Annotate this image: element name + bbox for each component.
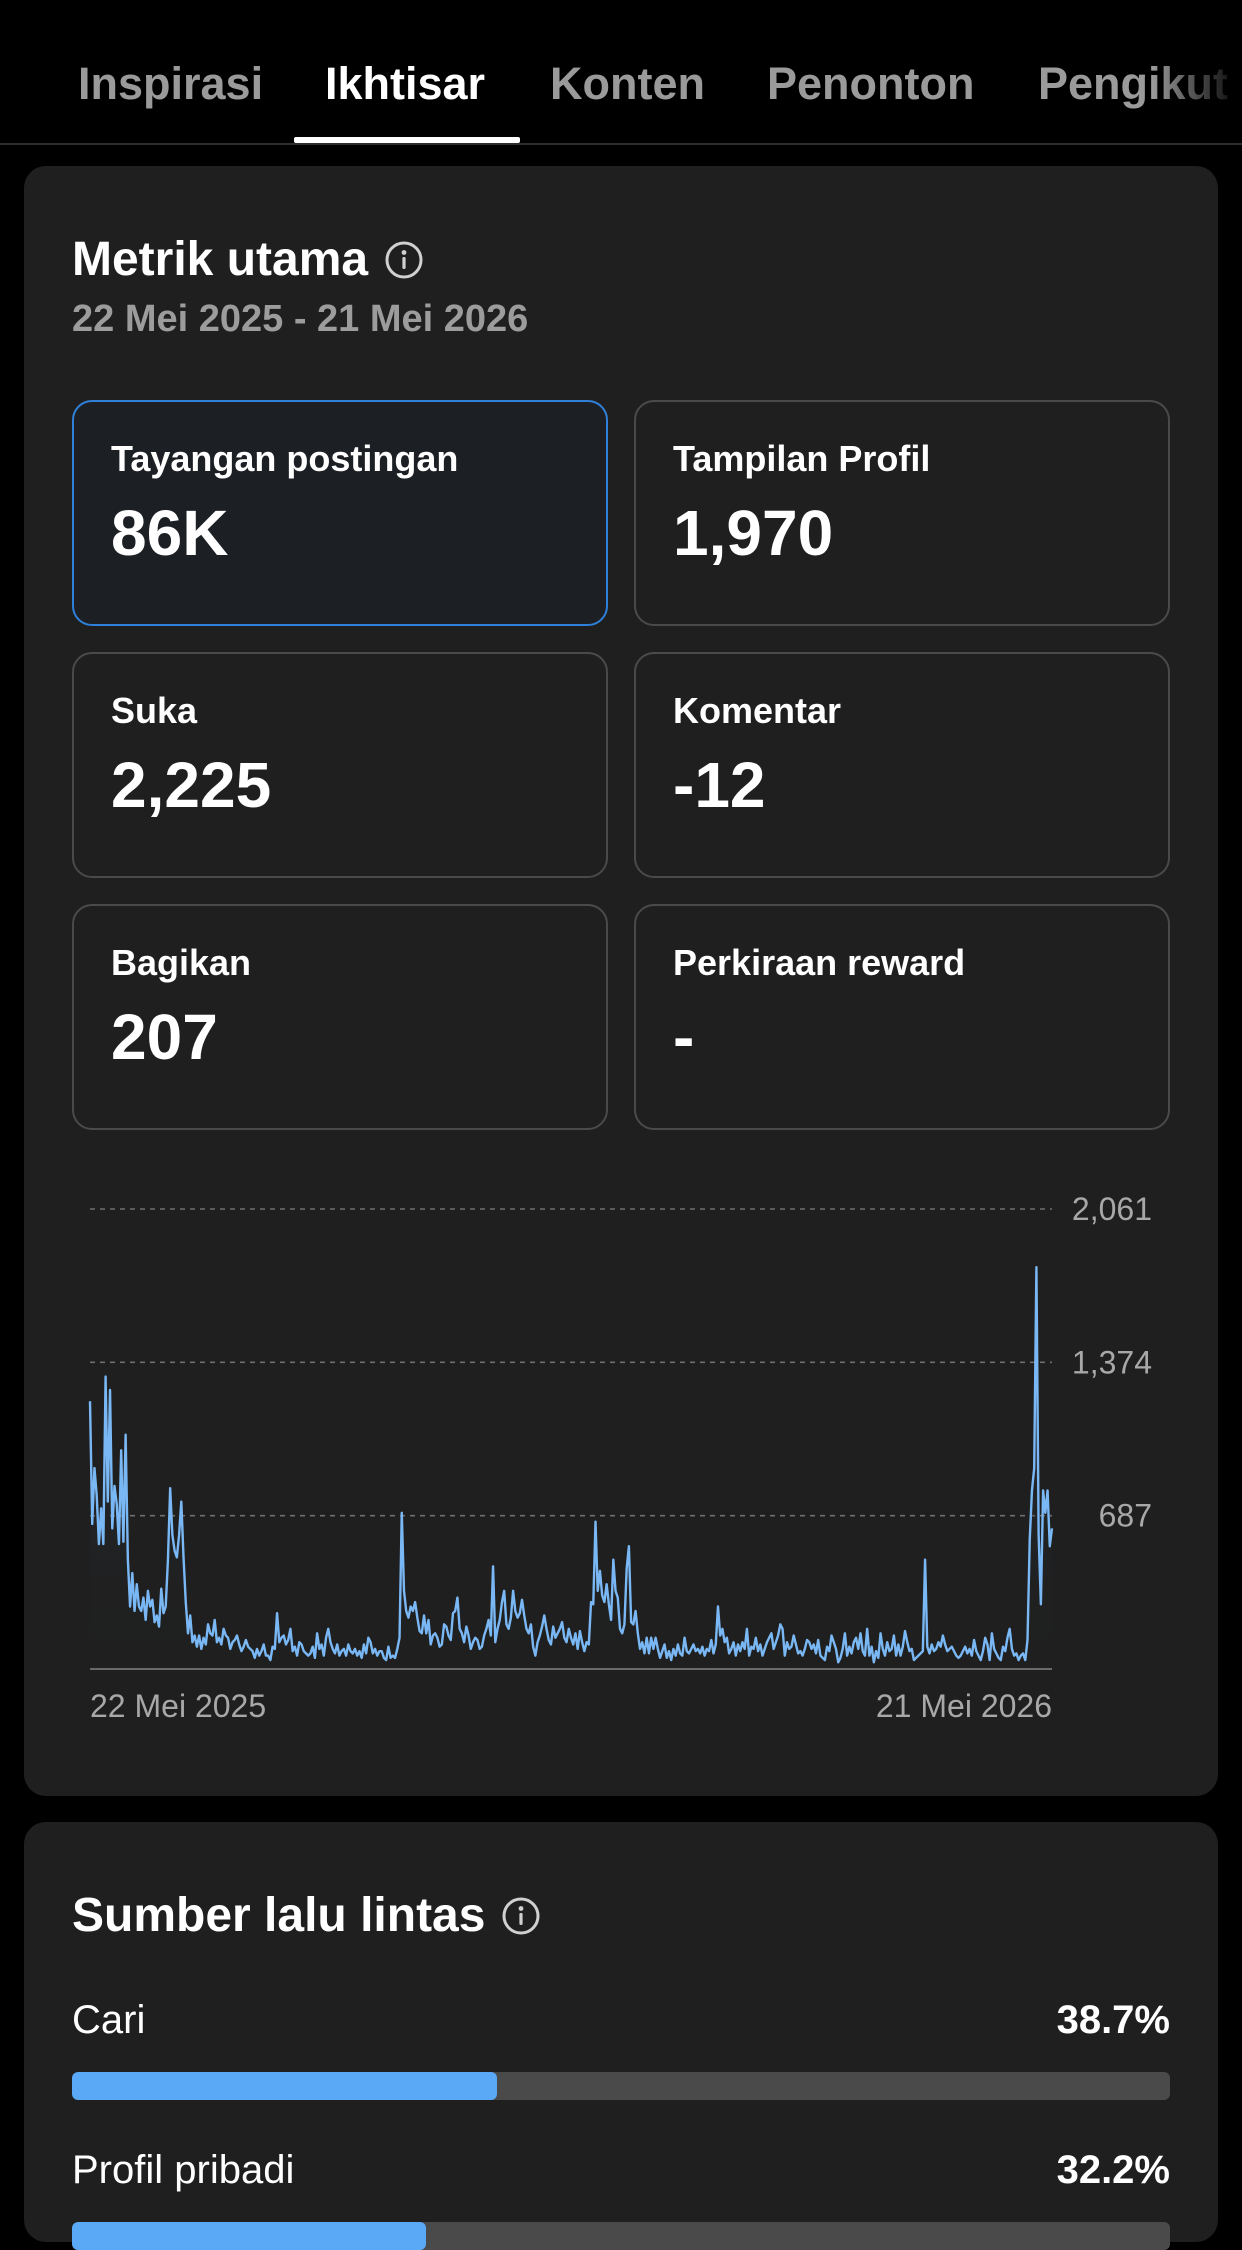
tab-inspirasi[interactable]: Inspirasi: [78, 58, 264, 109]
y-tick-label: 687: [1099, 1498, 1152, 1534]
traffic-source-label: Cari: [72, 1998, 146, 2042]
metric-value: 2,225: [111, 749, 272, 821]
y-tick-label: 2,061: [1072, 1191, 1152, 1227]
metric-label: Bagikan: [111, 942, 252, 983]
traffic-progress-fill: [72, 2072, 497, 2100]
metric-card-shares[interactable]: Bagikan 207: [72, 904, 608, 1130]
traffic-source-label: Profil pribadi: [72, 2148, 295, 2192]
metric-card-post-views[interactable]: Tayangan postingan 86K: [72, 400, 608, 626]
traffic-source-percent: 32.2%: [1056, 2148, 1170, 2192]
metric-card-comments[interactable]: Komentar -12: [634, 652, 1170, 878]
metric-value: -: [673, 1001, 695, 1073]
active-tab-indicator: [294, 137, 520, 143]
metric-label: Suka: [111, 690, 198, 731]
metric-card-profile-views[interactable]: Tampilan Profil 1,970: [634, 400, 1170, 626]
info-icon[interactable]: [384, 240, 424, 280]
metric-label: Komentar: [673, 690, 842, 731]
traffic-progress-track: [72, 2222, 1170, 2250]
info-icon[interactable]: [501, 1896, 541, 1936]
tab-penonton[interactable]: Penonton: [767, 58, 975, 109]
metric-value: 207: [111, 1001, 218, 1073]
metric-label: Perkiraan reward: [673, 942, 966, 983]
traffic-progress-track: [72, 2072, 1170, 2100]
tab-ikhtisar[interactable]: Ikhtisar: [325, 58, 486, 109]
tab-konten[interactable]: Konten: [550, 58, 705, 109]
y-tick-label: 1,374: [1072, 1344, 1152, 1380]
tab-bar: Inspirasi Ikhtisar Konten Penonton Pengi…: [0, 0, 1242, 145]
traffic-progress-fill: [72, 2222, 426, 2250]
metric-card-estimated-reward[interactable]: Perkiraan reward -: [634, 904, 1170, 1130]
date-range: 22 Mei 2025 - 21 Mei 2026: [72, 298, 529, 340]
chart-area-fill: [90, 1267, 1052, 1669]
key-metrics-title: Metrik utama: [72, 232, 424, 287]
x-tick-label-start: 22 Mei 2025: [90, 1688, 266, 1724]
traffic-source-percent: 38.7%: [1056, 1998, 1170, 2042]
metric-value: -12: [673, 749, 766, 821]
chart-series-line: [88, 1266, 1054, 1664]
metric-value: 1,970: [673, 497, 834, 569]
tab-scroll-fade: [1152, 0, 1242, 140]
traffic-sources-card: Sumber lalu lintas Cari 38.7% Profil pri…: [24, 1822, 1218, 2250]
metric-card-likes[interactable]: Suka 2,225: [72, 652, 608, 878]
traffic-sources-title-text: Sumber lalu lintas: [72, 1889, 486, 1942]
x-tick-label-end: 21 Mei 2026: [876, 1688, 1052, 1724]
key-metrics-title-text: Metrik utama: [72, 233, 369, 286]
traffic-sources-title: Sumber lalu lintas: [72, 1888, 541, 1943]
metric-label: Tayangan postingan: [111, 438, 459, 479]
key-metrics-card: Metrik utama 22 Mei 2025 - 21 Mei 2026 T…: [24, 166, 1218, 1796]
metric-label: Tampilan Profil: [673, 438, 931, 479]
metric-value: 86K: [111, 497, 229, 569]
